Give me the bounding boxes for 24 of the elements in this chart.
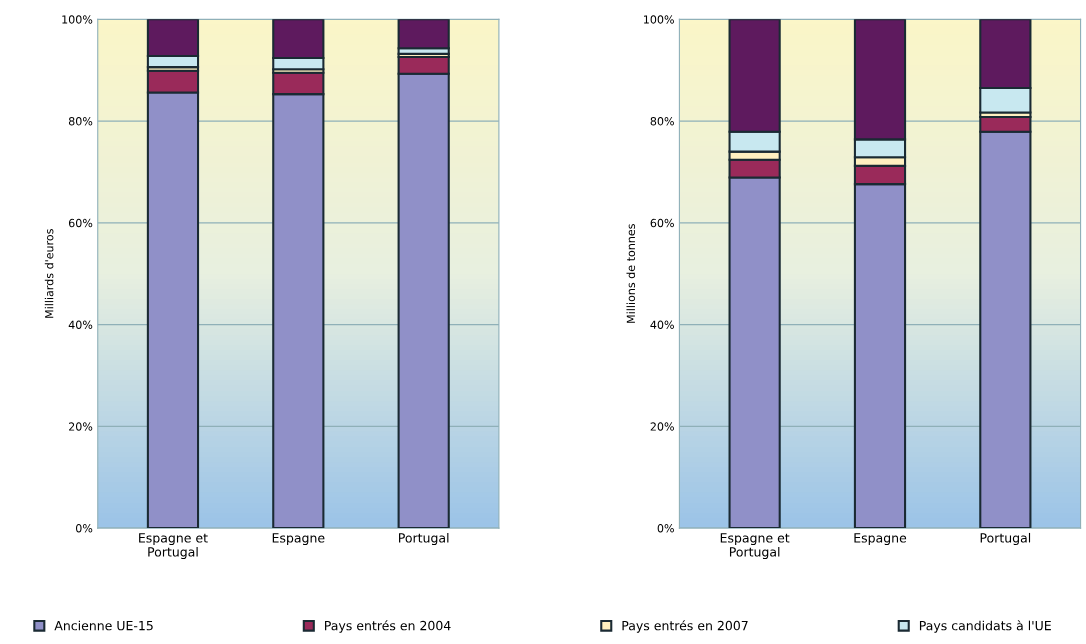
x-tick-label: Espagne bbox=[272, 533, 325, 546]
x-tick-label: Espagne et Portugal bbox=[139, 533, 208, 560]
y-tick-label: 40% bbox=[650, 320, 674, 329]
x-tick-label: Espagne et Portugal bbox=[720, 533, 790, 560]
y-axis-title: Milliards d'euros bbox=[44, 229, 54, 318]
y-tick-label: 0% bbox=[657, 524, 674, 533]
x-tick-label: Portugal bbox=[399, 532, 449, 546]
legend-label: Ancienne UE-15 bbox=[54, 620, 153, 631]
y-tick-label: 80% bbox=[68, 117, 93, 126]
y-tick-label: 80% bbox=[650, 117, 674, 126]
y-tick-label: 100% bbox=[644, 15, 674, 24]
legend-label: Pays entrés en 2007 bbox=[622, 620, 748, 633]
y-tick-label: 60% bbox=[68, 218, 93, 228]
y-tick-label: 60% bbox=[650, 218, 674, 228]
y-tick-label: 0% bbox=[75, 524, 93, 533]
legend-label: Pays entrés en 2004 bbox=[325, 620, 451, 633]
y-tick-label: 100% bbox=[62, 15, 93, 24]
x-tick-label: Portugal bbox=[980, 532, 1031, 546]
y-tick-label: 20% bbox=[69, 422, 93, 431]
y-tick-label: 20% bbox=[650, 422, 674, 431]
legend-label: Pays candidats à l'UE bbox=[919, 620, 1051, 633]
x-tick-label: Espagne bbox=[854, 533, 907, 546]
y-tick-label: 40% bbox=[68, 320, 93, 329]
y-axis-title: Millions de tonnes bbox=[626, 224, 636, 323]
